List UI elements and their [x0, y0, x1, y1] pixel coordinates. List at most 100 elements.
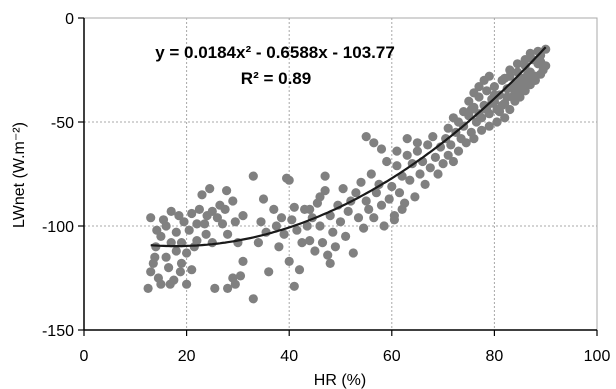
data-point: [161, 252, 171, 262]
data-point: [384, 194, 394, 204]
data-point: [238, 211, 248, 221]
data-point: [207, 238, 217, 248]
data-point: [410, 192, 420, 202]
data-point: [541, 44, 551, 54]
x-tick-label: 20: [178, 348, 196, 365]
data-point: [197, 190, 207, 200]
data-point: [412, 146, 422, 156]
data-point: [166, 238, 176, 248]
y-axis-title: LWnet (W.m⁻²): [11, 122, 28, 228]
data-point: [175, 267, 185, 277]
data-point: [415, 169, 425, 179]
data-point: [258, 194, 269, 204]
data-point: [328, 227, 338, 237]
data-point: [541, 61, 551, 71]
data-point: [279, 229, 289, 239]
data-point: [443, 150, 453, 160]
data-point: [351, 188, 361, 198]
data-point: [271, 221, 281, 231]
data-point: [510, 88, 520, 98]
data-point: [176, 238, 187, 248]
data-point: [146, 213, 156, 223]
data-point: [341, 231, 351, 241]
data-point: [200, 219, 210, 229]
data-point: [179, 217, 189, 227]
data-point: [315, 221, 325, 231]
trendline: [150, 46, 547, 248]
data-point: [469, 88, 479, 98]
data-point: [302, 221, 312, 231]
data-point: [459, 107, 469, 117]
data-point: [207, 206, 217, 216]
data-point: [353, 213, 364, 223]
data-point: [518, 82, 528, 92]
data-point: [310, 246, 320, 256]
data-point: [253, 238, 263, 248]
data-point: [505, 104, 515, 115]
data-point: [402, 150, 412, 160]
data-point: [446, 140, 456, 150]
data-point: [274, 242, 284, 252]
data-point: [443, 123, 453, 133]
data-point: [205, 184, 215, 194]
data-point: [461, 138, 471, 148]
data-point: [392, 146, 402, 156]
data-point: [194, 204, 204, 214]
data-point: [343, 206, 353, 216]
data-point: [356, 177, 366, 187]
data-point: [425, 163, 435, 173]
data-point: [520, 55, 530, 65]
data-point: [174, 211, 184, 221]
data-point: [487, 98, 497, 108]
data-point: [428, 132, 438, 142]
axes: [78, 17, 598, 336]
data-point: [220, 204, 230, 214]
x-axis-title: HR (%): [314, 372, 366, 389]
y-tick-label: -100: [42, 219, 74, 236]
data-point: [276, 213, 287, 223]
data-point: [320, 171, 330, 181]
data-point: [315, 192, 325, 202]
data-point: [330, 242, 340, 252]
data-point: [359, 223, 369, 233]
data-point: [184, 225, 194, 235]
data-point: [325, 258, 335, 268]
data-point: [500, 113, 510, 123]
data-point: [187, 208, 197, 219]
data-point: [387, 181, 397, 192]
data-point: [464, 96, 474, 106]
data-point: [382, 156, 392, 167]
data-point: [525, 48, 535, 59]
data-point: [402, 134, 412, 144]
data-point: [338, 184, 348, 194]
data-point: [256, 217, 266, 227]
data-point: [171, 246, 181, 256]
data-point: [305, 236, 315, 246]
data-point: [171, 227, 181, 237]
data-point: [448, 113, 458, 123]
data-point: [448, 156, 458, 167]
data-point: [152, 225, 162, 235]
data-point: [305, 204, 315, 214]
data-point: [528, 73, 538, 83]
data-point: [502, 92, 512, 102]
data-point: [423, 140, 433, 150]
data-point: [492, 117, 502, 127]
x-tick-label: 40: [280, 348, 298, 365]
data-point: [392, 161, 402, 171]
data-point: [505, 65, 515, 75]
data-point: [264, 267, 274, 277]
data-point: [201, 229, 211, 239]
data-point: [335, 217, 346, 227]
data-point: [320, 186, 330, 196]
x-tick-label: 80: [486, 348, 504, 365]
data-point: [369, 138, 379, 148]
data-point: [376, 200, 387, 210]
data-point: [187, 265, 197, 275]
x-tick-label: 0: [80, 348, 89, 365]
data-point: [182, 279, 192, 289]
data-point: [348, 248, 358, 258]
data-point: [397, 204, 407, 214]
data-point: [143, 283, 153, 293]
